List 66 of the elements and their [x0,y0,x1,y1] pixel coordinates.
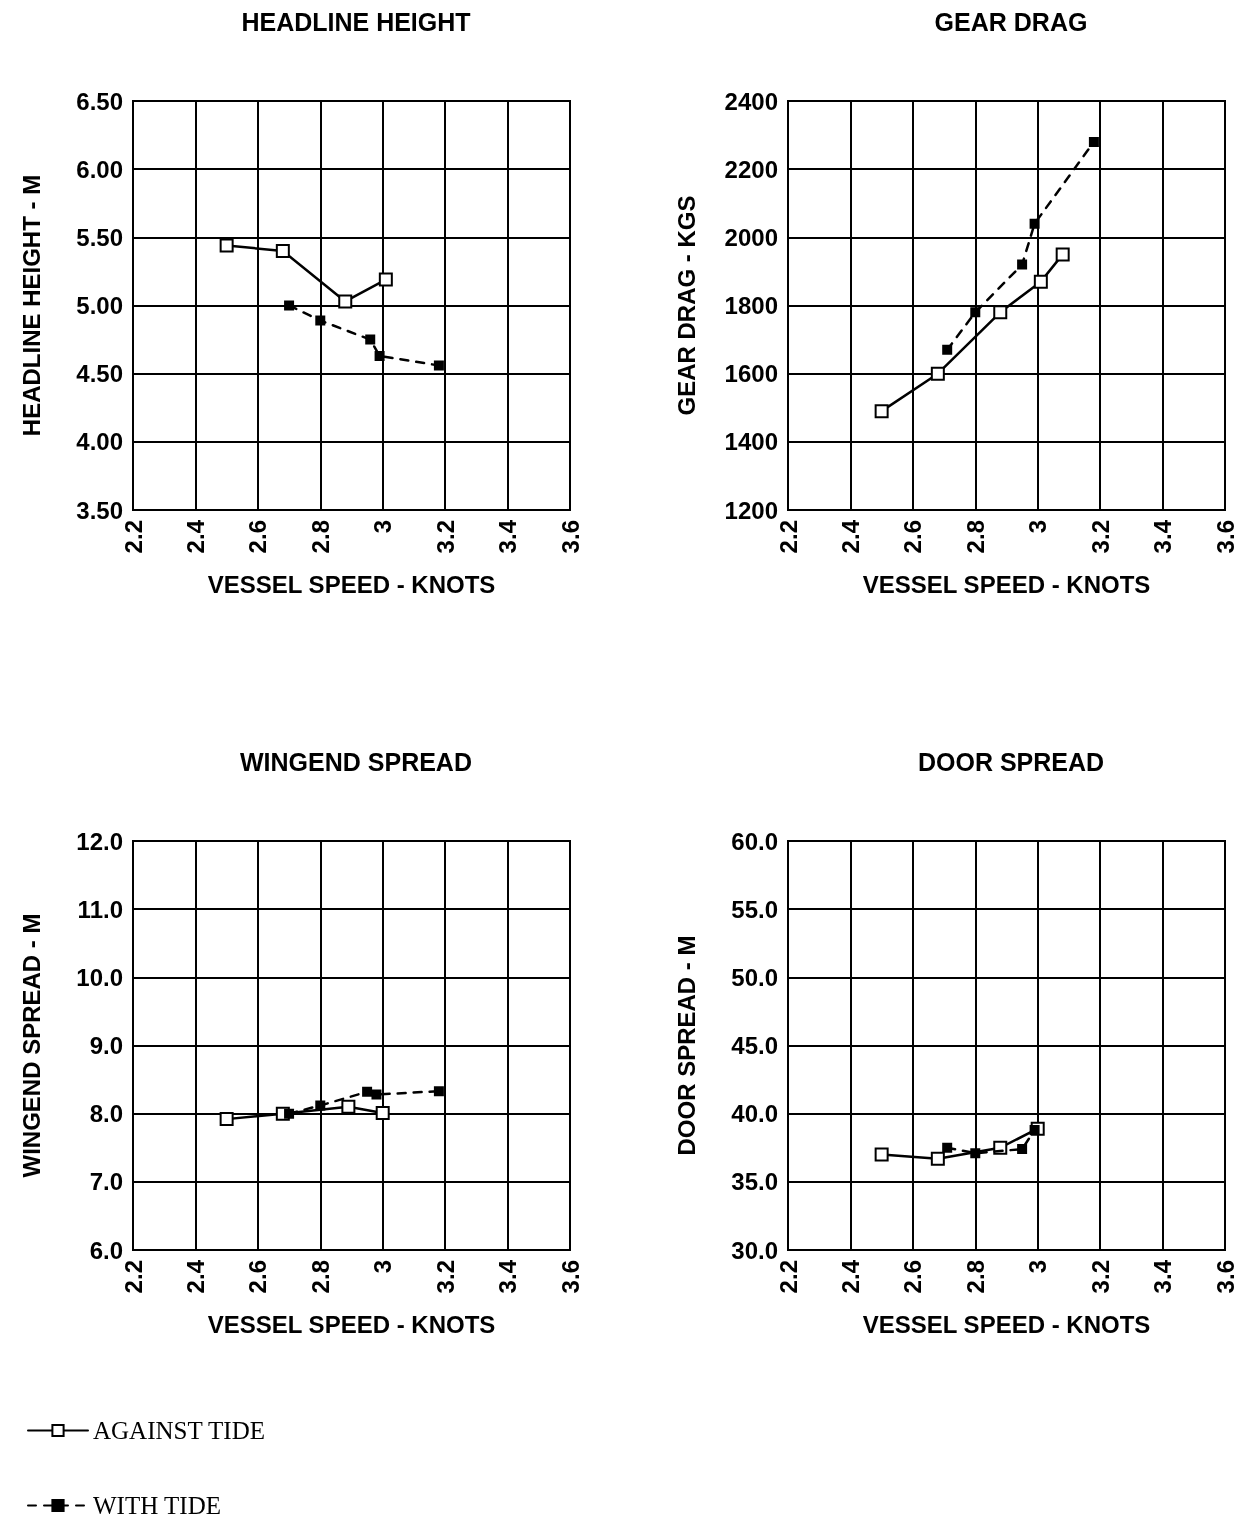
y-tick-label: 10.0 [76,963,123,991]
x-tick-label: 3.6 [1211,520,1239,554]
chart-title: GEAR DRAG [934,7,1088,36]
x-tick-label: 3.4 [1149,1259,1177,1294]
x-tick-label: 2.8 [306,1260,334,1294]
x-tick-label: 2.4 [181,1259,209,1294]
y-tick-label: 6.00 [76,155,123,183]
y-axis-title: DOOR SPREAD - M [672,935,700,1156]
x-tick-label: 2.8 [961,1260,989,1294]
x-tick-label: 3.6 [1211,1260,1239,1294]
y-tick-label: 1800 [724,292,778,319]
y-axis-title: HEADLINE HEIGHT - M [17,174,45,437]
x-axis-title: VESSEL SPEED - KNOTS [207,1310,496,1338]
x-axis-title: VESSEL SPEED - KNOTS [862,1310,1151,1338]
x-tick-label: 2.6 [244,1260,272,1294]
y-tick-label: 45.0 [731,1032,778,1059]
y-tick-label: 4.50 [76,360,123,388]
y-tick-label: 5.00 [76,292,123,319]
y-axis-title: WINGEND SPREAD - M [17,913,45,1178]
x-tick-label: 3 [1024,1260,1052,1274]
legend-label: WITH TIDE [93,1492,221,1519]
x-tick-label: 2.6 [244,520,272,554]
x-tick-label: 3.2 [431,520,459,554]
x-tick-label: 3.2 [1086,520,1114,554]
y-tick-label: 60.0 [731,827,778,855]
x-tick-label: 2.4 [836,519,864,554]
x-axis-title: VESSEL SPEED - KNOTS [862,570,1151,598]
x-tick-label: 2.8 [306,520,334,554]
y-tick-label: 11.0 [77,895,123,923]
x-tick-label: 3.2 [1086,1260,1114,1294]
x-tick-label: 3.4 [494,1259,522,1294]
y-tick-label: 8.0 [89,1100,123,1128]
y-tick-label: 55.0 [731,895,778,923]
x-tick-label: 2.6 [899,1260,927,1294]
x-axis-title: VESSEL SPEED - KNOTS [207,570,496,598]
y-tick-label: 5.50 [76,223,123,251]
y-tick-label: 1600 [724,360,778,388]
y-tick-label: 6.50 [76,87,123,115]
y-tick-label: 1400 [724,428,778,456]
x-tick-label: 2.8 [961,520,989,554]
x-tick-label: 2.4 [836,1259,864,1294]
y-axis-title: GEAR DRAG - KGS [672,195,700,416]
chart-title: WINGEND SPREAD [240,747,472,776]
legend-label: AGAINST TIDE [93,1417,265,1444]
x-tick-label: 2.4 [181,519,209,554]
y-tick-label: 40.0 [731,1100,778,1128]
y-tick-label: 7.0 [89,1168,123,1196]
x-tick-label: 3.6 [556,520,584,554]
x-tick-label: 3 [369,520,397,534]
x-tick-label: 3.2 [431,1260,459,1294]
chart-title: DOOR SPREAD [917,747,1105,776]
y-tick-label: 2400 [724,87,778,115]
y-tick-label: 4.00 [76,428,123,456]
y-tick-label: 35.0 [731,1168,778,1196]
x-tick-label: 2.6 [899,520,927,554]
y-tick-label: 12.0 [76,827,123,855]
y-tick-label: 9.0 [89,1032,123,1059]
y-tick-label: 50.0 [731,963,778,991]
x-tick-label: 3 [369,1260,397,1274]
x-tick-label: 3.4 [494,519,522,554]
chart-title: HEADLINE HEIGHT [241,7,471,36]
x-tick-label: 3 [1024,520,1052,534]
x-tick-label: 3.4 [1149,519,1177,554]
y-tick-label: 2200 [724,155,778,183]
x-tick-label: 3.6 [556,1260,584,1294]
y-tick-label: 2000 [724,223,778,251]
